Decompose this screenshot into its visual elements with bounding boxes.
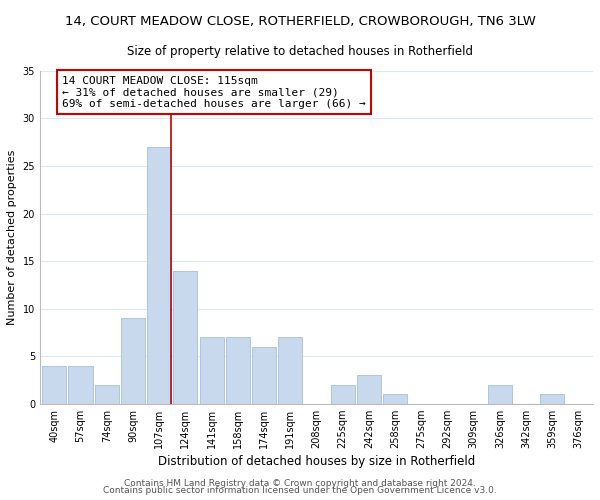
Text: Contains HM Land Registry data © Crown copyright and database right 2024.: Contains HM Land Registry data © Crown c…	[124, 478, 476, 488]
Bar	[173, 270, 197, 404]
Bar	[278, 337, 302, 404]
Text: Size of property relative to detached houses in Rotherfield: Size of property relative to detached ho…	[127, 45, 473, 58]
Bar	[42, 366, 67, 404]
Bar	[147, 147, 171, 404]
Y-axis label: Number of detached properties: Number of detached properties	[7, 150, 17, 325]
Bar	[488, 384, 512, 404]
Bar	[357, 375, 381, 404]
Bar	[95, 384, 119, 404]
Text: 14, COURT MEADOW CLOSE, ROTHERFIELD, CROWBOROUGH, TN6 3LW: 14, COURT MEADOW CLOSE, ROTHERFIELD, CRO…	[65, 15, 535, 28]
Text: Contains public sector information licensed under the Open Government Licence v3: Contains public sector information licen…	[103, 486, 497, 495]
Bar	[383, 394, 407, 404]
Bar	[541, 394, 565, 404]
Bar	[331, 384, 355, 404]
Bar	[68, 366, 92, 404]
Bar	[121, 318, 145, 404]
Bar	[252, 346, 276, 404]
Bar	[226, 337, 250, 404]
Bar	[200, 337, 224, 404]
Text: 14 COURT MEADOW CLOSE: 115sqm
← 31% of detached houses are smaller (29)
69% of s: 14 COURT MEADOW CLOSE: 115sqm ← 31% of d…	[62, 76, 366, 109]
X-axis label: Distribution of detached houses by size in Rotherfield: Distribution of detached houses by size …	[158, 455, 475, 468]
